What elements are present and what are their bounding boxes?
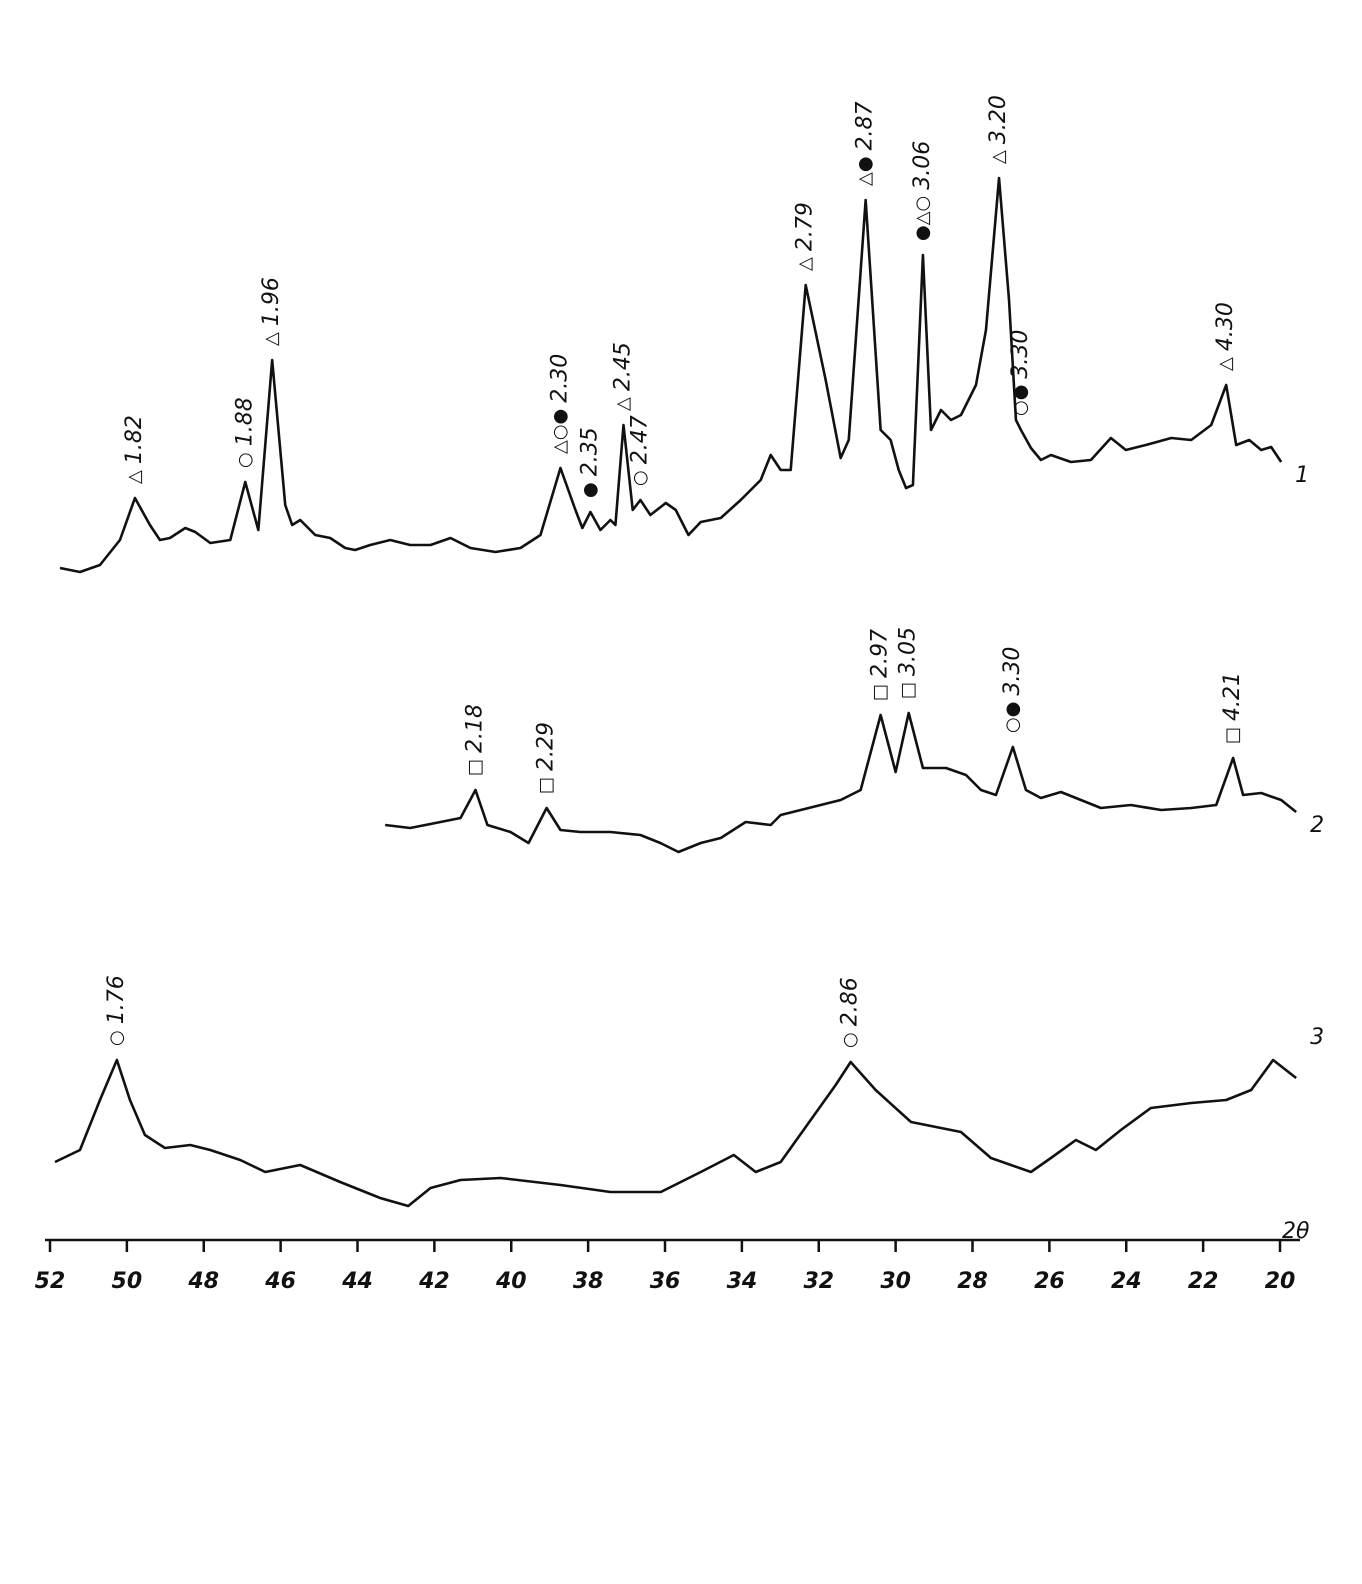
d-spacing-label: 1.76	[104, 975, 129, 1024]
peak-annotation: △ 3.20	[986, 95, 1011, 164]
peak-annotation: ○● 3.30	[1008, 330, 1033, 416]
x-tick-label: 44	[341, 1269, 373, 1294]
peak-annotation: △ 2.79	[793, 202, 818, 271]
phase-symbols: ○	[629, 470, 650, 486]
x-tick-label: 22	[1188, 1269, 1219, 1294]
x-tick-label: 46	[264, 1269, 296, 1294]
x-tick-label: 36	[650, 1269, 681, 1294]
peak-annotation: △ 1.96	[259, 277, 284, 346]
d-spacing-label: 2.79	[793, 202, 818, 251]
d-spacing-label: 3.30	[1008, 330, 1033, 379]
peak-annotation: ○ 2.86	[838, 977, 863, 1048]
d-spacing-label: 2.86	[838, 977, 863, 1026]
d-spacing-label: 3.06	[910, 141, 935, 190]
phase-symbols: △	[795, 257, 816, 271]
phase-symbols: ○●	[1010, 385, 1031, 416]
d-spacing-label: 2.97	[868, 629, 893, 678]
x-tick-label: 40	[495, 1269, 527, 1294]
peak-annotation: □ 3.05	[896, 627, 921, 699]
d-spacing-label: 4.21	[1220, 672, 1245, 721]
series-label: 3	[1310, 1025, 1324, 1050]
peak-annotation: ● 2.35	[577, 427, 602, 498]
phase-symbols: □	[870, 684, 891, 701]
peak-annotation: △ 4.30	[1213, 302, 1238, 371]
series-label: 2	[1310, 813, 1324, 838]
phase-symbols: ○●	[1002, 702, 1023, 733]
d-spacing-label: 2.45	[610, 342, 635, 391]
peak-annotation: ○ 1.88	[232, 397, 257, 468]
peak-annotation: ○ 1.76	[104, 975, 129, 1046]
series-label: 1	[1295, 463, 1309, 488]
phase-symbols: △	[1215, 357, 1236, 371]
d-spacing-label: 2.47	[627, 415, 652, 464]
peak-annotation: △ 1.82	[122, 415, 147, 484]
d-spacing-label: 3.05	[896, 627, 921, 676]
phase-symbols: □	[465, 759, 486, 776]
d-spacing-label: 3.20	[986, 95, 1011, 144]
phase-symbols: △	[261, 332, 282, 346]
x-tick-label: 48	[187, 1269, 219, 1294]
peak-annotation: ●△○ 3.06	[910, 141, 935, 241]
x-tick-label: 28	[957, 1269, 988, 1294]
phase-symbols: □	[536, 777, 557, 794]
x-tick-label: 38	[573, 1269, 604, 1294]
peak-annotation: △ 2.45	[610, 342, 635, 411]
d-spacing-label: 1.96	[259, 277, 284, 326]
peak-annotation: △○● 2.30	[547, 354, 572, 454]
phase-symbols: ○	[106, 1030, 127, 1046]
peak-annotation: △● 2.87	[853, 101, 878, 186]
phase-symbols: □	[1222, 727, 1243, 744]
x-tick-label: 24	[1111, 1269, 1142, 1294]
x-tick-label: 42	[418, 1269, 450, 1294]
x-tick-label: 52	[35, 1269, 66, 1294]
peak-annotation: □ 2.18	[463, 704, 488, 776]
d-spacing-label: 2.29	[534, 722, 559, 771]
d-spacing-label: 1.82	[122, 415, 147, 464]
peak-annotation: ○● 3.30	[1000, 647, 1025, 733]
phase-symbols: ○	[840, 1032, 861, 1048]
peak-annotation: □ 2.29	[534, 722, 559, 794]
trace	[54, 1058, 1297, 1208]
x-tick-label: 50	[112, 1269, 143, 1294]
d-spacing-label: 2.18	[463, 704, 488, 753]
trace	[385, 711, 1297, 854]
x-tick-label: 34	[727, 1269, 758, 1294]
phase-symbols: ○	[234, 452, 255, 468]
peak-annotation: □ 4.21	[1220, 672, 1245, 744]
d-spacing-label: 1.88	[232, 397, 257, 446]
phase-symbols: ●	[579, 482, 600, 498]
x-tick-label: 30	[880, 1269, 911, 1294]
d-spacing-label: 4.30	[1213, 302, 1238, 351]
phase-symbols: ●△○	[912, 196, 933, 241]
phase-symbols: △●	[855, 156, 876, 186]
peak-annotation: □ 2.97	[868, 629, 893, 701]
phase-symbols: △○●	[549, 409, 570, 454]
phase-symbols: △	[988, 150, 1009, 164]
x-tick-label: 32	[803, 1269, 834, 1294]
phase-symbols: □	[898, 682, 919, 699]
x-tick-label: 26	[1034, 1269, 1065, 1294]
d-spacing-label: 2.87	[853, 101, 878, 150]
d-spacing-label: 2.35	[577, 427, 602, 476]
peak-annotation: ○ 2.47	[627, 415, 652, 486]
phase-symbols: △	[124, 470, 145, 484]
d-spacing-label: 2.30	[547, 354, 572, 403]
d-spacing-label: 3.30	[1000, 647, 1025, 696]
trace	[59, 176, 1283, 574]
x-tick-label: 20	[1265, 1269, 1296, 1294]
phase-symbols: △	[612, 397, 633, 411]
